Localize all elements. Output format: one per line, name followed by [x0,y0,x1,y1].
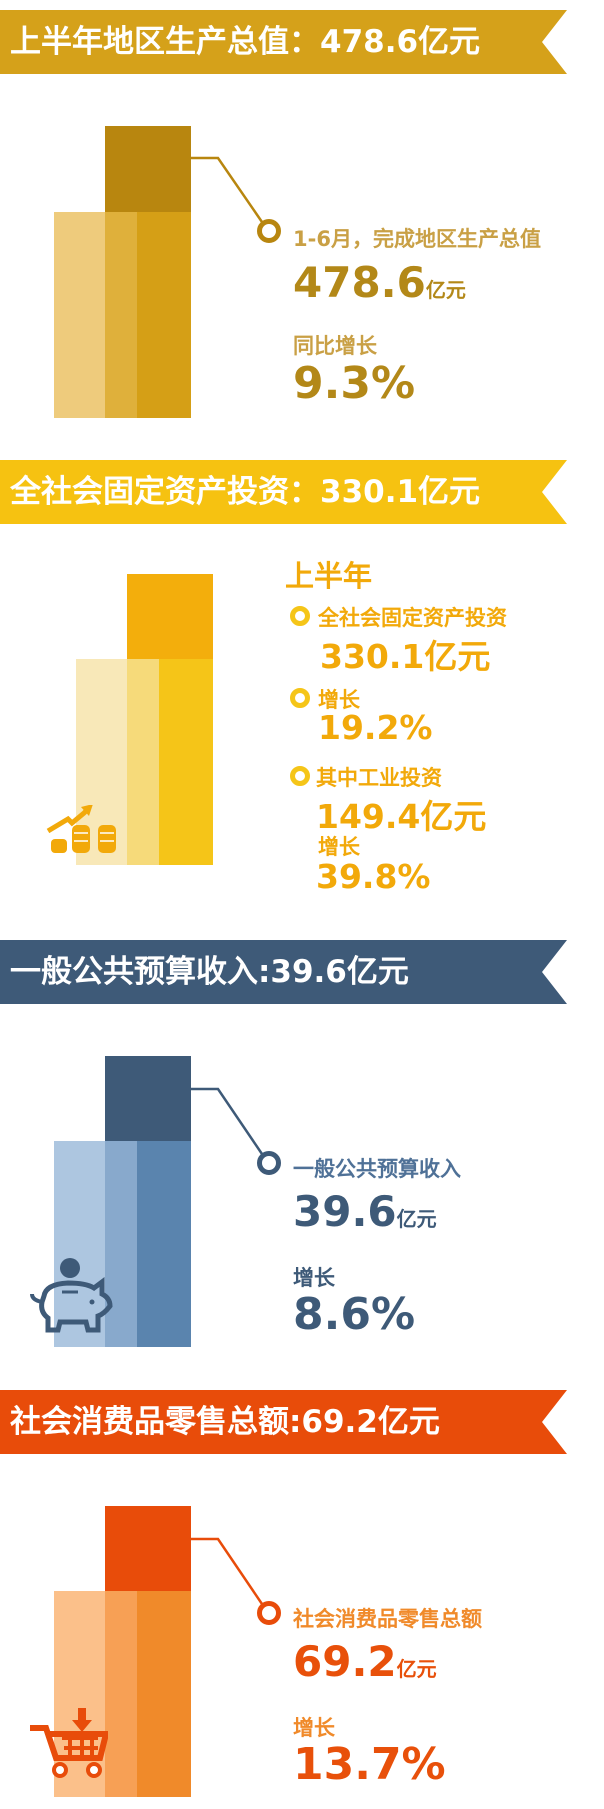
growth-value: 9.3% [293,358,416,409]
value-unit: 亿元 [396,1657,437,1681]
period-heading: 上半年 [285,559,373,593]
bar-top [105,1506,191,1591]
metric-value: 478.6亿元 [293,258,466,307]
piggy-bank-icon [30,1258,113,1333]
bar-mid [105,1141,137,1347]
bar-top [105,1056,191,1141]
bullet-ring-icon [290,688,310,708]
bar-mid [105,1591,137,1797]
section-public-budget: 一般公共预算收入:39.6亿元 一般公共预算收入 39.6亿元 增长 8.6% [0,930,604,1370]
item-label: 全社会固定资产投资 [318,606,507,630]
growth-label: 增长 [293,1716,335,1740]
section-retail-sales: 社会消费品零售总额:69.2亿元 社会消费品零售总额 69.2亿元 增长 13.… [0,1380,604,1809]
connector-line [191,156,264,223]
item-label: 其中工业投资 [316,766,442,790]
bullet-ring-icon [257,1151,281,1175]
bullet-ring-icon [257,1601,281,1625]
banner-title: 全社会固定资产投资：330.1亿元 [10,474,481,510]
bullet-ring-icon [257,219,281,243]
bar-mid [105,212,137,418]
section-banner: 一般公共预算收入:39.6亿元 [0,940,567,1004]
item-value: 330.1亿元 [320,637,491,676]
metric-label: 社会消费品零售总额 [293,1607,482,1631]
bar-top [127,574,213,659]
item-value: 39.8% [316,857,431,896]
bar-top [105,126,191,212]
banner-title: 社会消费品零售总额:69.2亿元 [10,1404,440,1440]
bar-main [137,1141,191,1347]
metric-label: 1-6月，完成地区生产总值 [293,227,541,251]
value-unit: 亿元 [396,1207,437,1231]
item-label: 增长 [318,688,360,712]
item-value: 149.4亿元 [316,797,487,836]
connector-line [191,1087,264,1155]
section-banner: 社会消费品零售总额:69.2亿元 [0,1390,567,1454]
metric-value: 69.2亿元 [293,1637,437,1686]
bullet-ring-icon [290,606,310,626]
value-number: 39.6 [293,1187,397,1236]
section-banner: 全社会固定资产投资：330.1亿元 [0,460,567,524]
bar-main [137,1591,191,1797]
value-number: 478.6 [293,258,426,307]
shopping-cart-icon [30,1708,108,1778]
value-number: 69.2 [293,1637,397,1686]
item-label: 增长 [318,835,360,859]
connector-line [191,1537,264,1605]
coins-growth-arrow-icon [46,805,116,853]
item-value: 19.2% [318,708,433,747]
metric-value: 39.6亿元 [293,1187,437,1236]
bar-light [54,212,105,418]
section-banner: 上半年地区生产总值：478.6亿元 [0,10,567,74]
bar-main [137,212,191,418]
bar-mid [127,659,159,865]
value-unit: 亿元 [425,278,466,302]
banner-title: 一般公共预算收入:39.6亿元 [10,954,409,990]
growth-label: 增长 [293,1266,335,1290]
bar-main [159,659,213,865]
section-fixed-investment: 全社会固定资产投资：330.1亿元 上半年 全社会固定资产投资 330.1亿元 … [0,450,604,896]
growth-label: 同比增长 [293,334,377,358]
banner-title: 上半年地区生产总值：478.6亿元 [10,24,481,60]
bullet-ring-icon [290,766,310,786]
bar-light [54,1141,105,1347]
section-gdp: 上半年地区生产总值：478.6亿元 1-6月，完成地区生产总值 478.6亿元 … [0,0,604,440]
growth-value: 8.6% [293,1289,416,1340]
growth-value: 13.7% [293,1739,446,1790]
metric-label: 一般公共预算收入 [293,1157,461,1181]
